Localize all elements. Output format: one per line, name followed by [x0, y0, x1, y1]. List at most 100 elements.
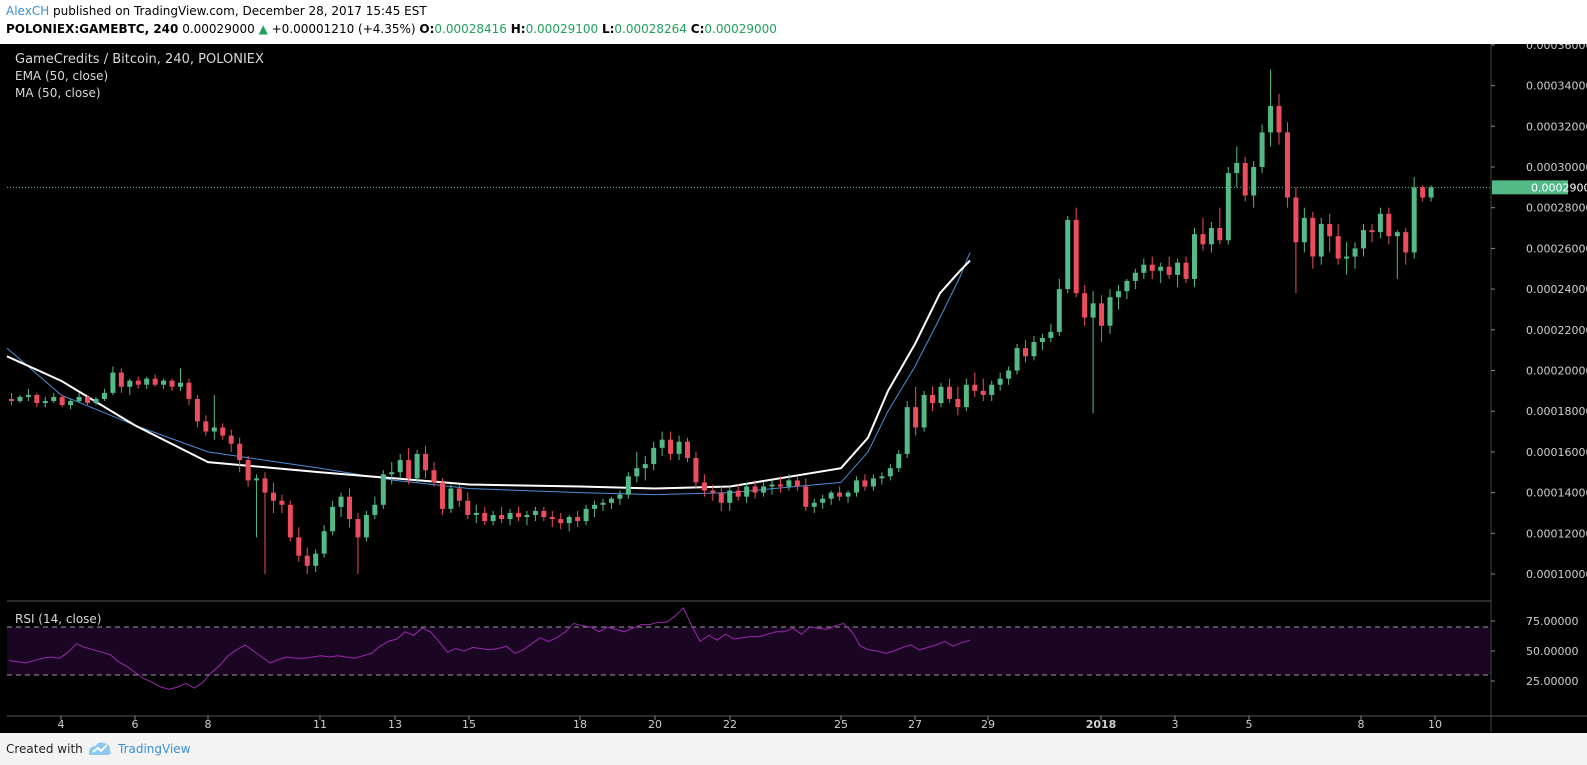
- candle: [1268, 69, 1274, 147]
- candle-body: [228, 435, 234, 444]
- rsi-line: [8, 606, 971, 690]
- price-tick-label: 0.00026000: [1526, 242, 1587, 255]
- candle: [507, 508, 513, 526]
- time-tick-label: 3: [1172, 718, 1179, 731]
- created-with-label: Created with: [6, 742, 83, 756]
- candle: [921, 390, 927, 432]
- candle: [1217, 207, 1223, 245]
- chart-canvas[interactable]: 0.00010000 0.00012000 0.00014000 0.00016000…: [0, 44, 1587, 733]
- candle: [169, 378, 175, 391]
- candle: [710, 484, 716, 501]
- candle-body: [406, 460, 412, 479]
- candle: [1115, 285, 1121, 310]
- candle: [887, 464, 893, 481]
- candle: [465, 492, 471, 520]
- candle: [59, 394, 65, 408]
- candle-body: [541, 510, 547, 518]
- chart-background: [0, 44, 1587, 733]
- ma-layer: [6, 259, 971, 490]
- candle-body: [1403, 232, 1409, 253]
- candle-body: [1352, 248, 1358, 257]
- candle-body: [34, 394, 40, 404]
- rsi-band-layer: [7, 626, 1491, 676]
- rsi-tick-label: 25.00000: [1526, 675, 1579, 688]
- candle: [1361, 223, 1366, 257]
- candle-body: [1082, 293, 1088, 318]
- candle: [423, 445, 429, 479]
- candle: [803, 478, 809, 511]
- candle-body: [397, 460, 403, 473]
- candle: [321, 525, 327, 558]
- time-tick-label: 6: [132, 718, 139, 731]
- time-tick-label: 8: [205, 718, 212, 731]
- candle: [304, 547, 310, 574]
- candle-body: [389, 472, 395, 475]
- author-link[interactable]: AlexCH: [6, 4, 50, 18]
- candle: [363, 510, 369, 542]
- candle-body: [254, 478, 260, 481]
- candle: [744, 482, 750, 503]
- ema-legend[interactable]: EMA (50, close): [15, 69, 109, 83]
- price-tick-label: 0.00020000: [1526, 365, 1587, 378]
- tradingview-link[interactable]: TradingView: [118, 742, 191, 756]
- candle-body: [879, 476, 885, 479]
- price-tick-label: 0.00010000: [1526, 568, 1587, 581]
- time-tick-label: 5: [1246, 718, 1253, 731]
- candle-body: [1107, 297, 1113, 326]
- candle-body: [262, 478, 268, 493]
- candle-body: [296, 537, 302, 556]
- candle-body: [558, 519, 564, 524]
- labels-layer: 0.00010000 0.00012000 0.00014000 0.00016000…: [58, 44, 1587, 731]
- candle: [101, 388, 107, 402]
- candle: [51, 392, 57, 404]
- candle: [1284, 122, 1290, 208]
- candle-body: [51, 396, 57, 402]
- candle: [313, 549, 319, 572]
- rsi-legend[interactable]: RSI (14, close): [15, 612, 102, 626]
- candle: [1318, 217, 1324, 265]
- candle: [456, 484, 462, 507]
- candle: [118, 368, 124, 393]
- candle: [203, 415, 209, 436]
- candle: [845, 490, 851, 503]
- candle: [237, 437, 243, 473]
- candle-body: [414, 453, 420, 479]
- close-value: 0.00029000: [704, 22, 777, 36]
- time-tick-label: 10: [1428, 718, 1442, 731]
- candle-body: [777, 484, 783, 487]
- candle: [1377, 207, 1383, 239]
- candle-body: [17, 396, 23, 402]
- candle-body: [423, 453, 429, 471]
- candle: [828, 490, 834, 505]
- candle: [870, 474, 876, 491]
- candle: [668, 431, 674, 461]
- candle-body: [651, 447, 657, 465]
- candle-body: [169, 380, 175, 387]
- candle-body: [1158, 266, 1164, 271]
- candle: [879, 472, 885, 485]
- candle: [85, 394, 91, 406]
- candle-body: [313, 553, 319, 566]
- candle: [17, 394, 23, 404]
- low-value: 0.00028264: [614, 22, 687, 36]
- candle-body: [516, 512, 521, 518]
- candle: [1234, 146, 1240, 188]
- candle-body: [803, 486, 809, 507]
- candle-body: [211, 427, 217, 432]
- ma-legend[interactable]: MA (50, close): [15, 86, 101, 100]
- candle: [566, 514, 572, 532]
- candle: [701, 474, 707, 497]
- price-tick-label: 0.00016000: [1526, 446, 1587, 459]
- price-tick-label: 0.00032000: [1526, 120, 1587, 133]
- ohlc-line: POLONIEX:GAMEBTC, 240 0.00029000 ▲ +0.00…: [6, 22, 777, 36]
- candle: [1056, 278, 1062, 336]
- candle-body: [1259, 132, 1265, 167]
- candle-body: [1183, 262, 1189, 279]
- candle: [769, 480, 775, 495]
- candle: [532, 506, 538, 522]
- candle-body: [1099, 303, 1105, 326]
- current-price-label: 0.00029000: [1531, 181, 1587, 194]
- candle: [676, 435, 682, 461]
- candle: [1183, 256, 1189, 283]
- candle: [110, 366, 116, 395]
